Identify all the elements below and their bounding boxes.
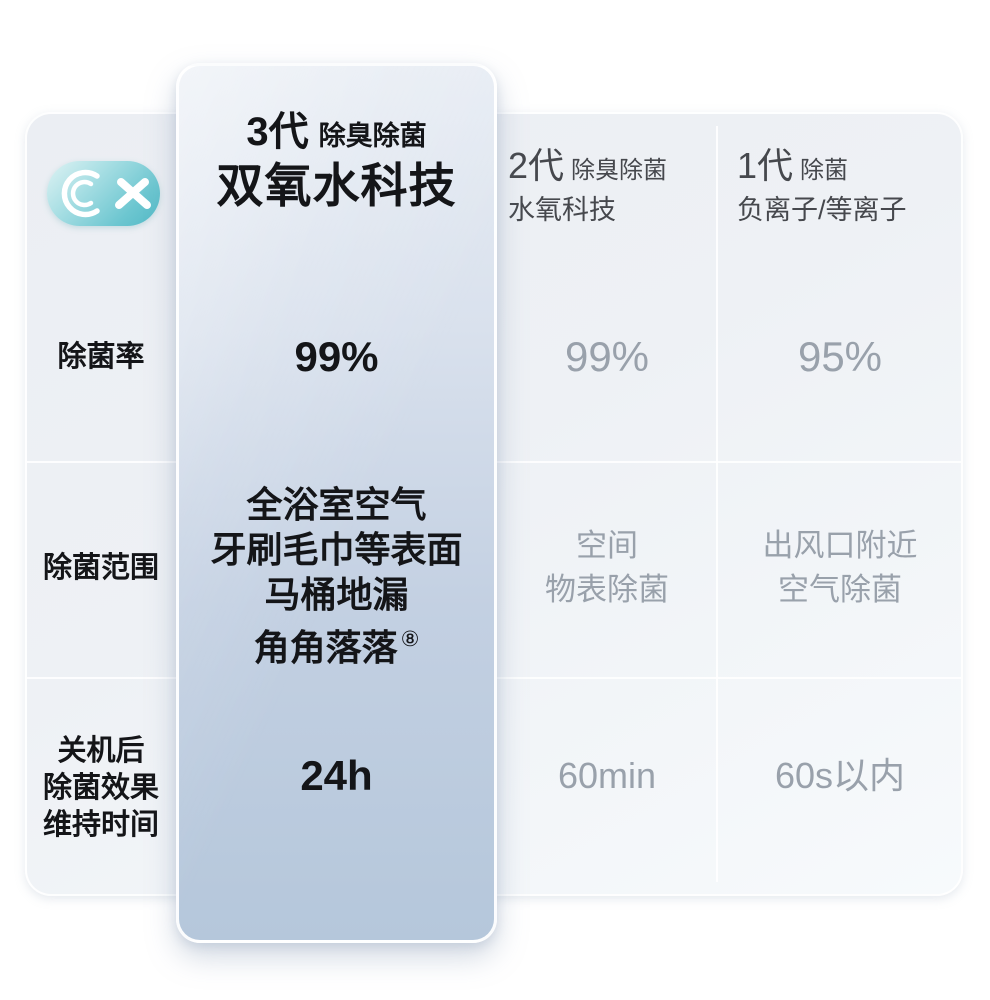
column-divider xyxy=(716,126,718,882)
gen3-tech-name: 双氧水科技 xyxy=(216,159,457,212)
gen3-range-line: 牙刷毛巾等表面 xyxy=(210,529,463,570)
gen3-label: 3代 xyxy=(246,110,309,154)
gen1-duration: 60s以内 xyxy=(774,755,906,796)
gen3-header: 3代 除臭除菌 xyxy=(176,110,497,154)
gen1-tagline: 除菌 xyxy=(800,157,849,184)
footnote-marker: ⑧ xyxy=(400,628,420,651)
gen3-sterilization-range: 全浴室空气 牙刷毛巾等表面 马桶地漏 角角落落 ⑧ xyxy=(176,482,497,670)
gen1-header: 1代 除菌 负离子/等离子 xyxy=(737,146,907,226)
gen3-range-line: 角角落落 ⑧ xyxy=(253,627,420,668)
row-label-duration: 关机后 除菌效果 维持时间 xyxy=(42,735,159,841)
highlight-column-card xyxy=(176,63,497,943)
gen2-header: 2代 除臭除菌 水氧科技 xyxy=(508,146,667,226)
gen3-sterilization-rate: 99% xyxy=(294,333,379,380)
gen1-tech-name: 负离子/等离子 xyxy=(737,195,907,225)
brand-logo xyxy=(47,161,160,226)
gen2-tech-name: 水氧科技 xyxy=(508,195,616,225)
gen2-sterilization-rate: 99% xyxy=(564,333,650,380)
gen3-duration: 24h xyxy=(300,752,373,799)
gen1-sterilization-range: 出风口附近 空气除菌 xyxy=(762,528,918,607)
row-label-sterilization-rate: 除菌率 xyxy=(57,341,145,373)
gen2-label: 2代 xyxy=(508,145,565,186)
gen2-duration: 60min xyxy=(557,755,657,796)
gen3-tagline: 除臭除菌 xyxy=(318,121,427,151)
gen1-label: 1代 xyxy=(737,145,794,186)
row-label-sterilization-range: 除菌范围 xyxy=(42,552,159,584)
gen3-range-line: 全浴室空气 xyxy=(246,484,427,525)
gen2-sterilization-range: 空间 物表除菌 xyxy=(545,528,669,607)
gen3-range-line: 马桶地漏 xyxy=(264,574,409,615)
gen1-sterilization-rate: 95% xyxy=(797,333,883,380)
gen2-tagline: 除臭除菌 xyxy=(571,157,668,184)
cx-logo-icon xyxy=(61,169,151,218)
